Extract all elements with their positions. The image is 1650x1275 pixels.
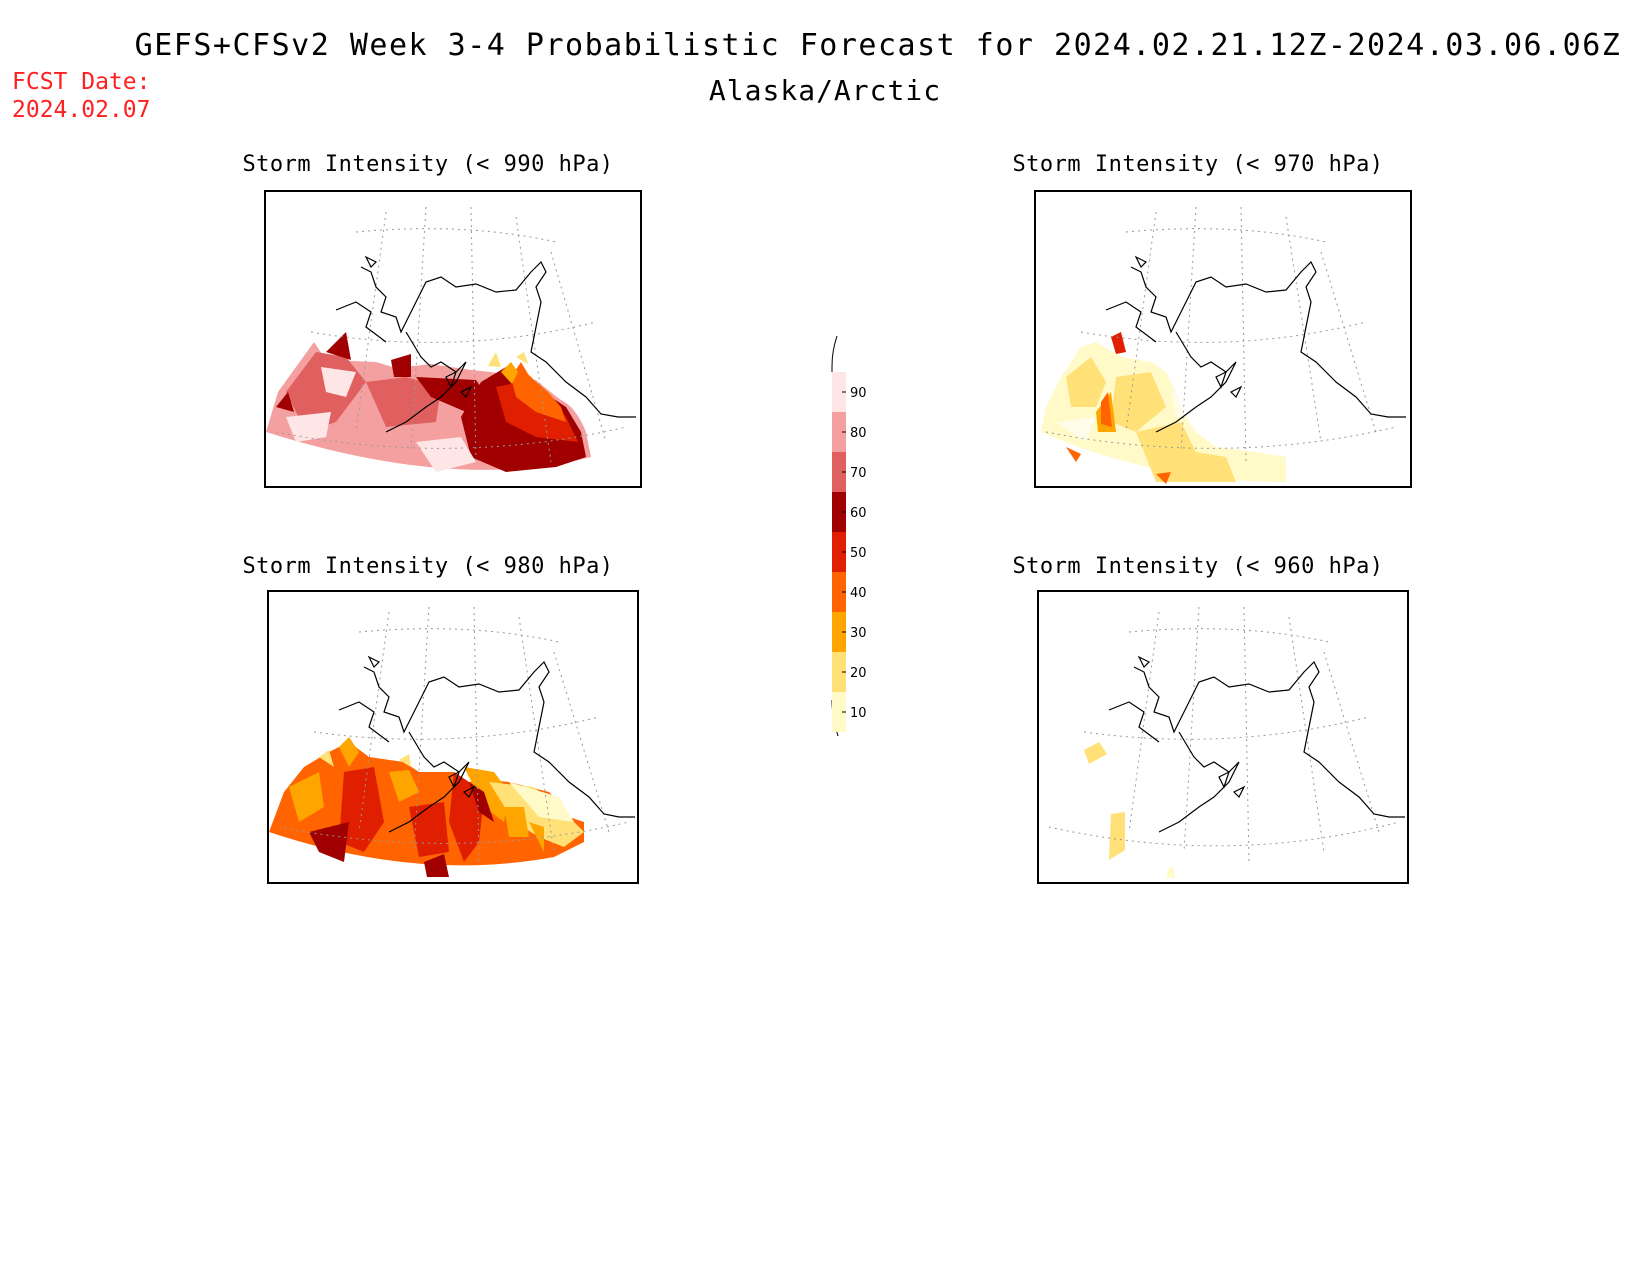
- colorbar-svg: 90 80 70 60 50 40 30 20 10: [831, 335, 867, 737]
- main-title: GEFS+CFSv2 Week 3-4 Probabilistic Foreca…: [134, 28, 1622, 63]
- colorbar-swatch: [832, 572, 846, 612]
- panel-title-980: Storm Intensity (< 980 hPa): [242, 554, 614, 579]
- probability-field-960: [1084, 742, 1175, 878]
- map-panel-960: [1037, 590, 1409, 884]
- graticule-970: [1045, 206, 1397, 463]
- graticule-990: [275, 206, 627, 463]
- map-panel-970: [1034, 190, 1412, 488]
- map-990: [266, 206, 636, 472]
- map-960: [1048, 606, 1405, 878]
- map-980: [269, 606, 635, 877]
- probability-colorbar: 90 80 70 60 50 40 30 20 10: [822, 335, 882, 740]
- probability-field-980: [269, 737, 584, 877]
- colorbar-tick-label: 60: [850, 506, 867, 521]
- coastline-990: [335, 255, 636, 433]
- colorbar-swatch: [832, 612, 846, 652]
- colorbar-swatch: [832, 692, 846, 732]
- coastline-980: [338, 655, 635, 833]
- panel-title-990: Storm Intensity (< 990 hPa): [242, 152, 614, 177]
- panel-title-960: Storm Intensity (< 960 hPa): [1012, 554, 1384, 579]
- colorbar-tick-label: 40: [850, 586, 867, 601]
- colorbar-tick-label: 10: [850, 706, 867, 721]
- forecast-date-value: 2024.02.07: [12, 97, 151, 123]
- colorbar-swatch: [832, 372, 846, 412]
- map-panel-980: [267, 590, 639, 884]
- colorbar-swatch: [832, 652, 846, 692]
- colorbar-tick-label: 80: [850, 426, 867, 441]
- map-panel-990: [264, 190, 642, 488]
- colorbar-tick-label: 50: [850, 546, 867, 561]
- graticule-960: [1048, 606, 1400, 863]
- graticule-980: [278, 606, 630, 863]
- coastline-970: [1105, 255, 1406, 433]
- colorbar-tick-label: 70: [850, 466, 867, 481]
- colorbar-swatch: [832, 532, 846, 572]
- colorbar-tick-label: 30: [850, 626, 867, 641]
- colorbar-tick-label: 90: [850, 386, 867, 401]
- map-970: [1041, 206, 1406, 484]
- probability-field-990: [266, 332, 591, 472]
- colorbar-swatch: [832, 452, 846, 492]
- probability-field-970: [1041, 332, 1286, 484]
- region-subtitle: Alaska/Arctic: [708, 74, 942, 107]
- coastline-960: [1108, 655, 1405, 833]
- colorbar-swatch: [832, 412, 846, 452]
- colorbar-swatch: [832, 492, 846, 532]
- colorbar-tick-label: 20: [850, 666, 867, 681]
- panel-title-970: Storm Intensity (< 970 hPa): [1012, 152, 1384, 177]
- forecast-date-label: FCST Date:: [12, 69, 151, 95]
